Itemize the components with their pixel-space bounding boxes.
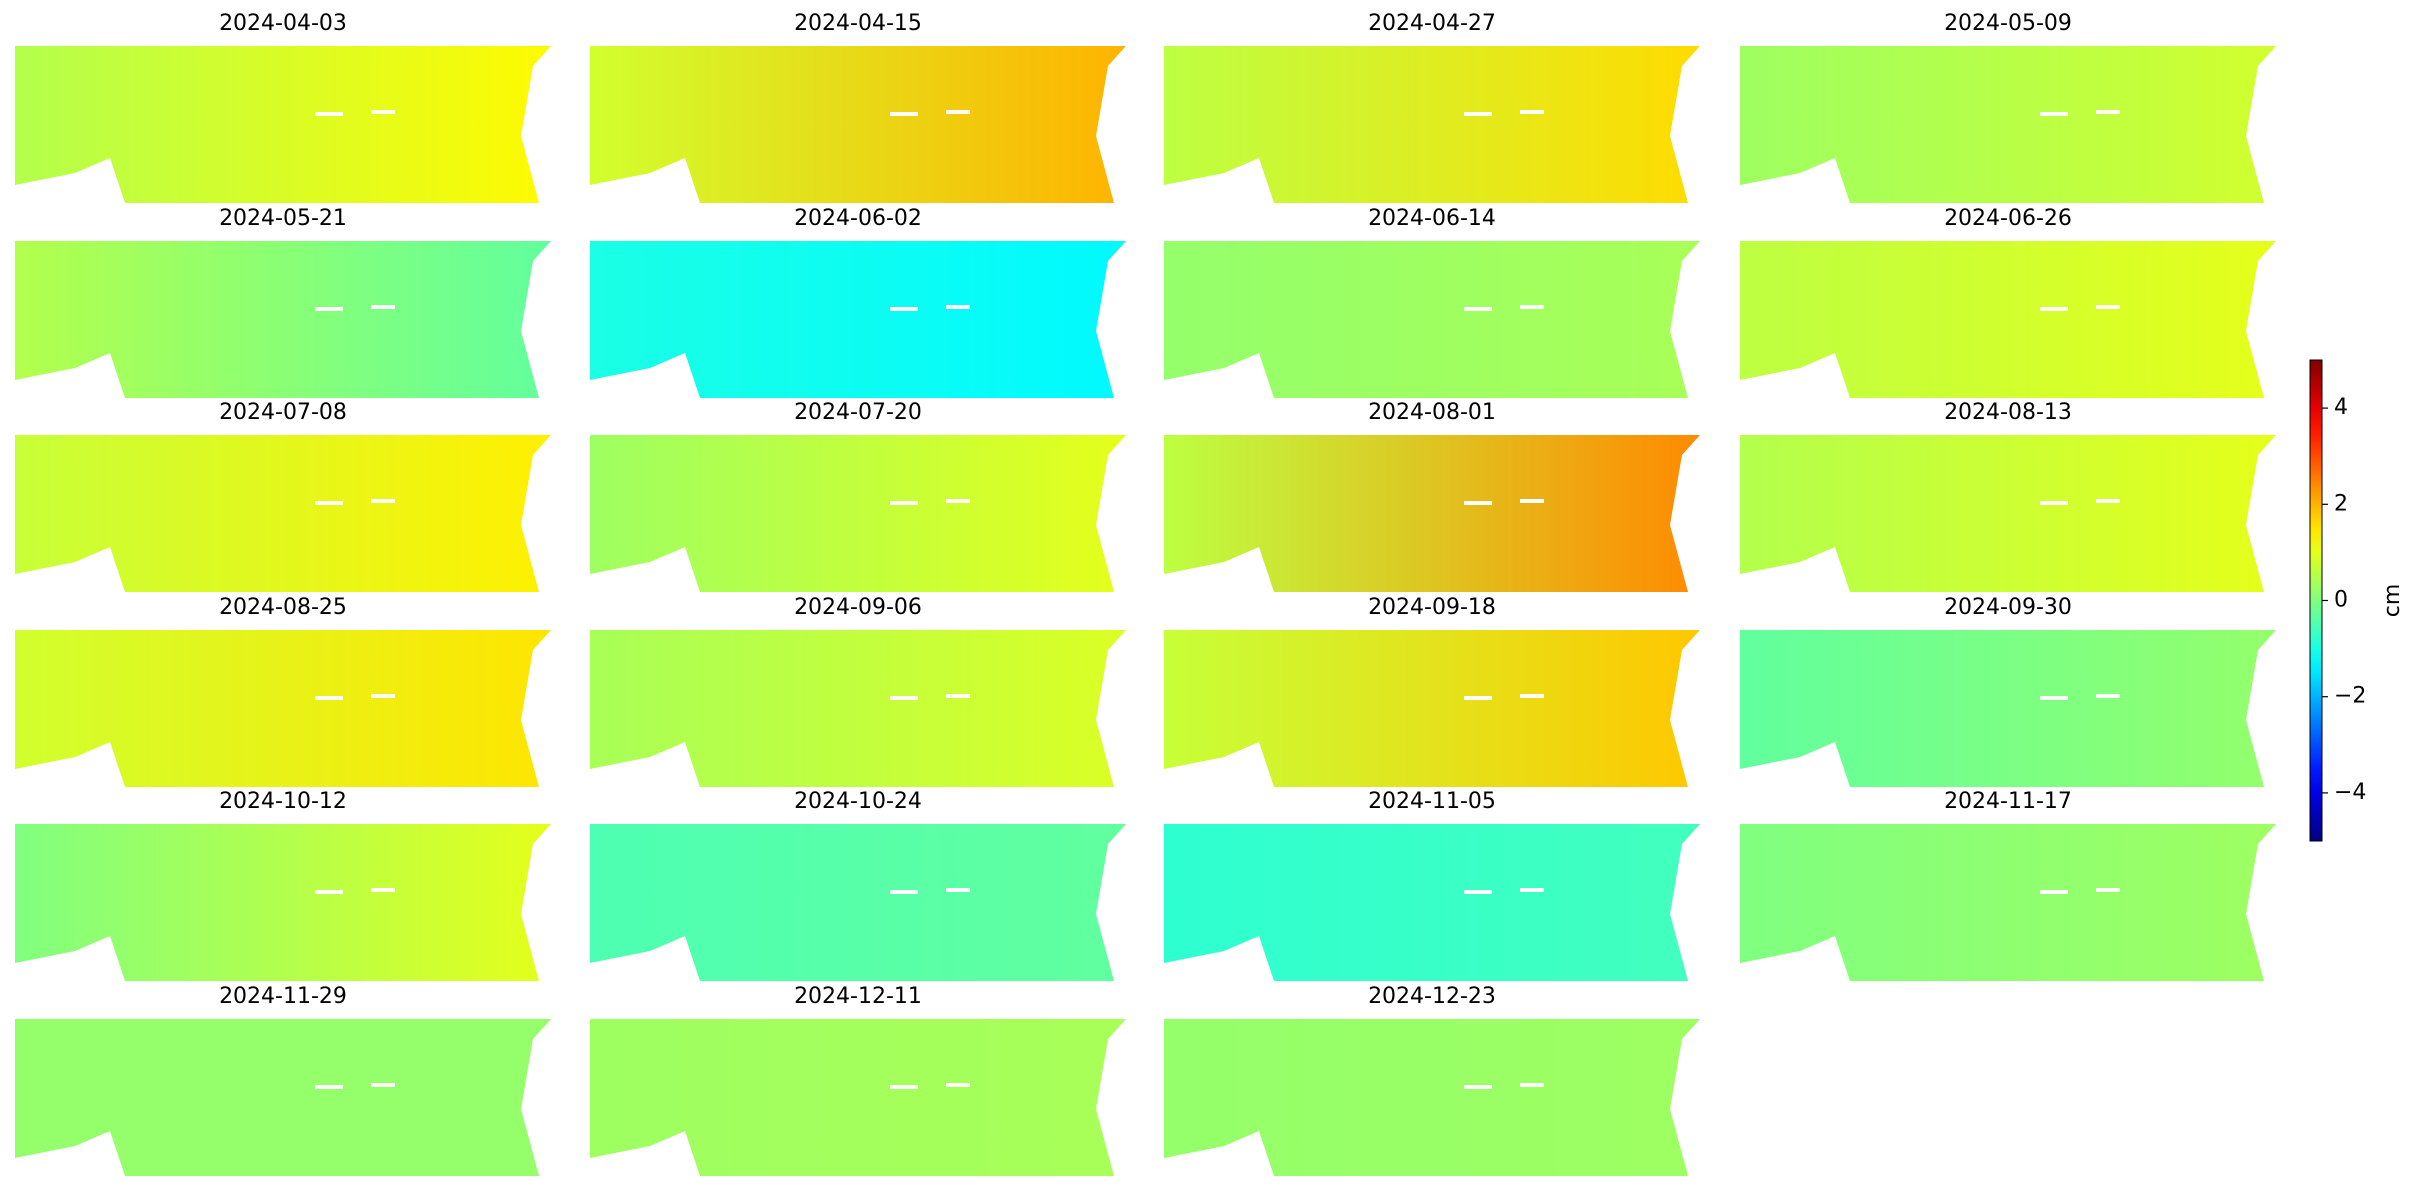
- no-data-mask: [590, 435, 1126, 592]
- panel-title: 2024-11-05: [1368, 789, 1496, 814]
- no-data-mask: [1164, 1019, 1700, 1176]
- panel-title: 2024-08-25: [219, 595, 347, 620]
- no-data-mask: [15, 241, 551, 398]
- no-data-mask: [1740, 630, 2276, 787]
- no-data-mask: [15, 1019, 551, 1176]
- panel-title: 2024-11-29: [219, 984, 347, 1009]
- no-data-mask: [1740, 435, 2276, 592]
- no-data-mask: [590, 630, 1126, 787]
- colorbar-tick-label: −4: [2334, 780, 2366, 805]
- panel-title: 2024-06-14: [1368, 206, 1496, 231]
- panel-title: 2024-11-17: [1944, 789, 2072, 814]
- panel-title: 2024-04-15: [794, 11, 922, 36]
- no-data-mask: [15, 46, 551, 203]
- no-data-mask: [1740, 46, 2276, 203]
- colorbar-tick-label: 4: [2334, 395, 2348, 420]
- panel-title: 2024-07-08: [219, 400, 347, 425]
- panel-title: 2024-06-26: [1944, 206, 2072, 231]
- no-data-mask: [590, 241, 1126, 398]
- panel-title: 2024-10-24: [794, 789, 922, 814]
- panel-title: 2024-09-30: [1944, 595, 2072, 620]
- no-data-mask: [15, 824, 551, 981]
- colorbar-tick-label: 2: [2334, 491, 2348, 516]
- no-data-mask: [1740, 824, 2276, 981]
- no-data-mask: [590, 1019, 1126, 1176]
- no-data-mask: [1164, 630, 1700, 787]
- panel-title: 2024-07-20: [794, 400, 922, 425]
- panel-title: 2024-08-13: [1944, 400, 2072, 425]
- colorbar-tick-label: −2: [2334, 684, 2366, 709]
- panel-title: 2024-12-23: [1368, 984, 1496, 1009]
- panel-title: 2024-04-03: [219, 11, 347, 36]
- panel-title: 2024-06-02: [794, 206, 922, 231]
- panel-title: 2024-05-09: [1944, 11, 2072, 36]
- panel-title: 2024-08-01: [1368, 400, 1496, 425]
- panel-title: 2024-09-06: [794, 595, 922, 620]
- no-data-mask: [1164, 435, 1700, 592]
- colorbar: [2309, 359, 2323, 842]
- colorbar-label: cm: [2380, 584, 2405, 618]
- panel-title: 2024-10-12: [219, 789, 347, 814]
- no-data-mask: [1164, 824, 1700, 981]
- no-data-mask: [1740, 241, 2276, 398]
- colorbar-tick-label: 0: [2334, 588, 2348, 613]
- no-data-mask: [590, 46, 1126, 203]
- no-data-mask: [1164, 241, 1700, 398]
- panel-title: 2024-05-21: [219, 206, 347, 231]
- panel-title: 2024-12-11: [794, 984, 922, 1009]
- no-data-mask: [15, 435, 551, 592]
- no-data-mask: [15, 630, 551, 787]
- no-data-mask: [590, 824, 1126, 981]
- no-data-mask: [1164, 46, 1700, 203]
- panel-title: 2024-09-18: [1368, 595, 1496, 620]
- panel-title: 2024-04-27: [1368, 11, 1496, 36]
